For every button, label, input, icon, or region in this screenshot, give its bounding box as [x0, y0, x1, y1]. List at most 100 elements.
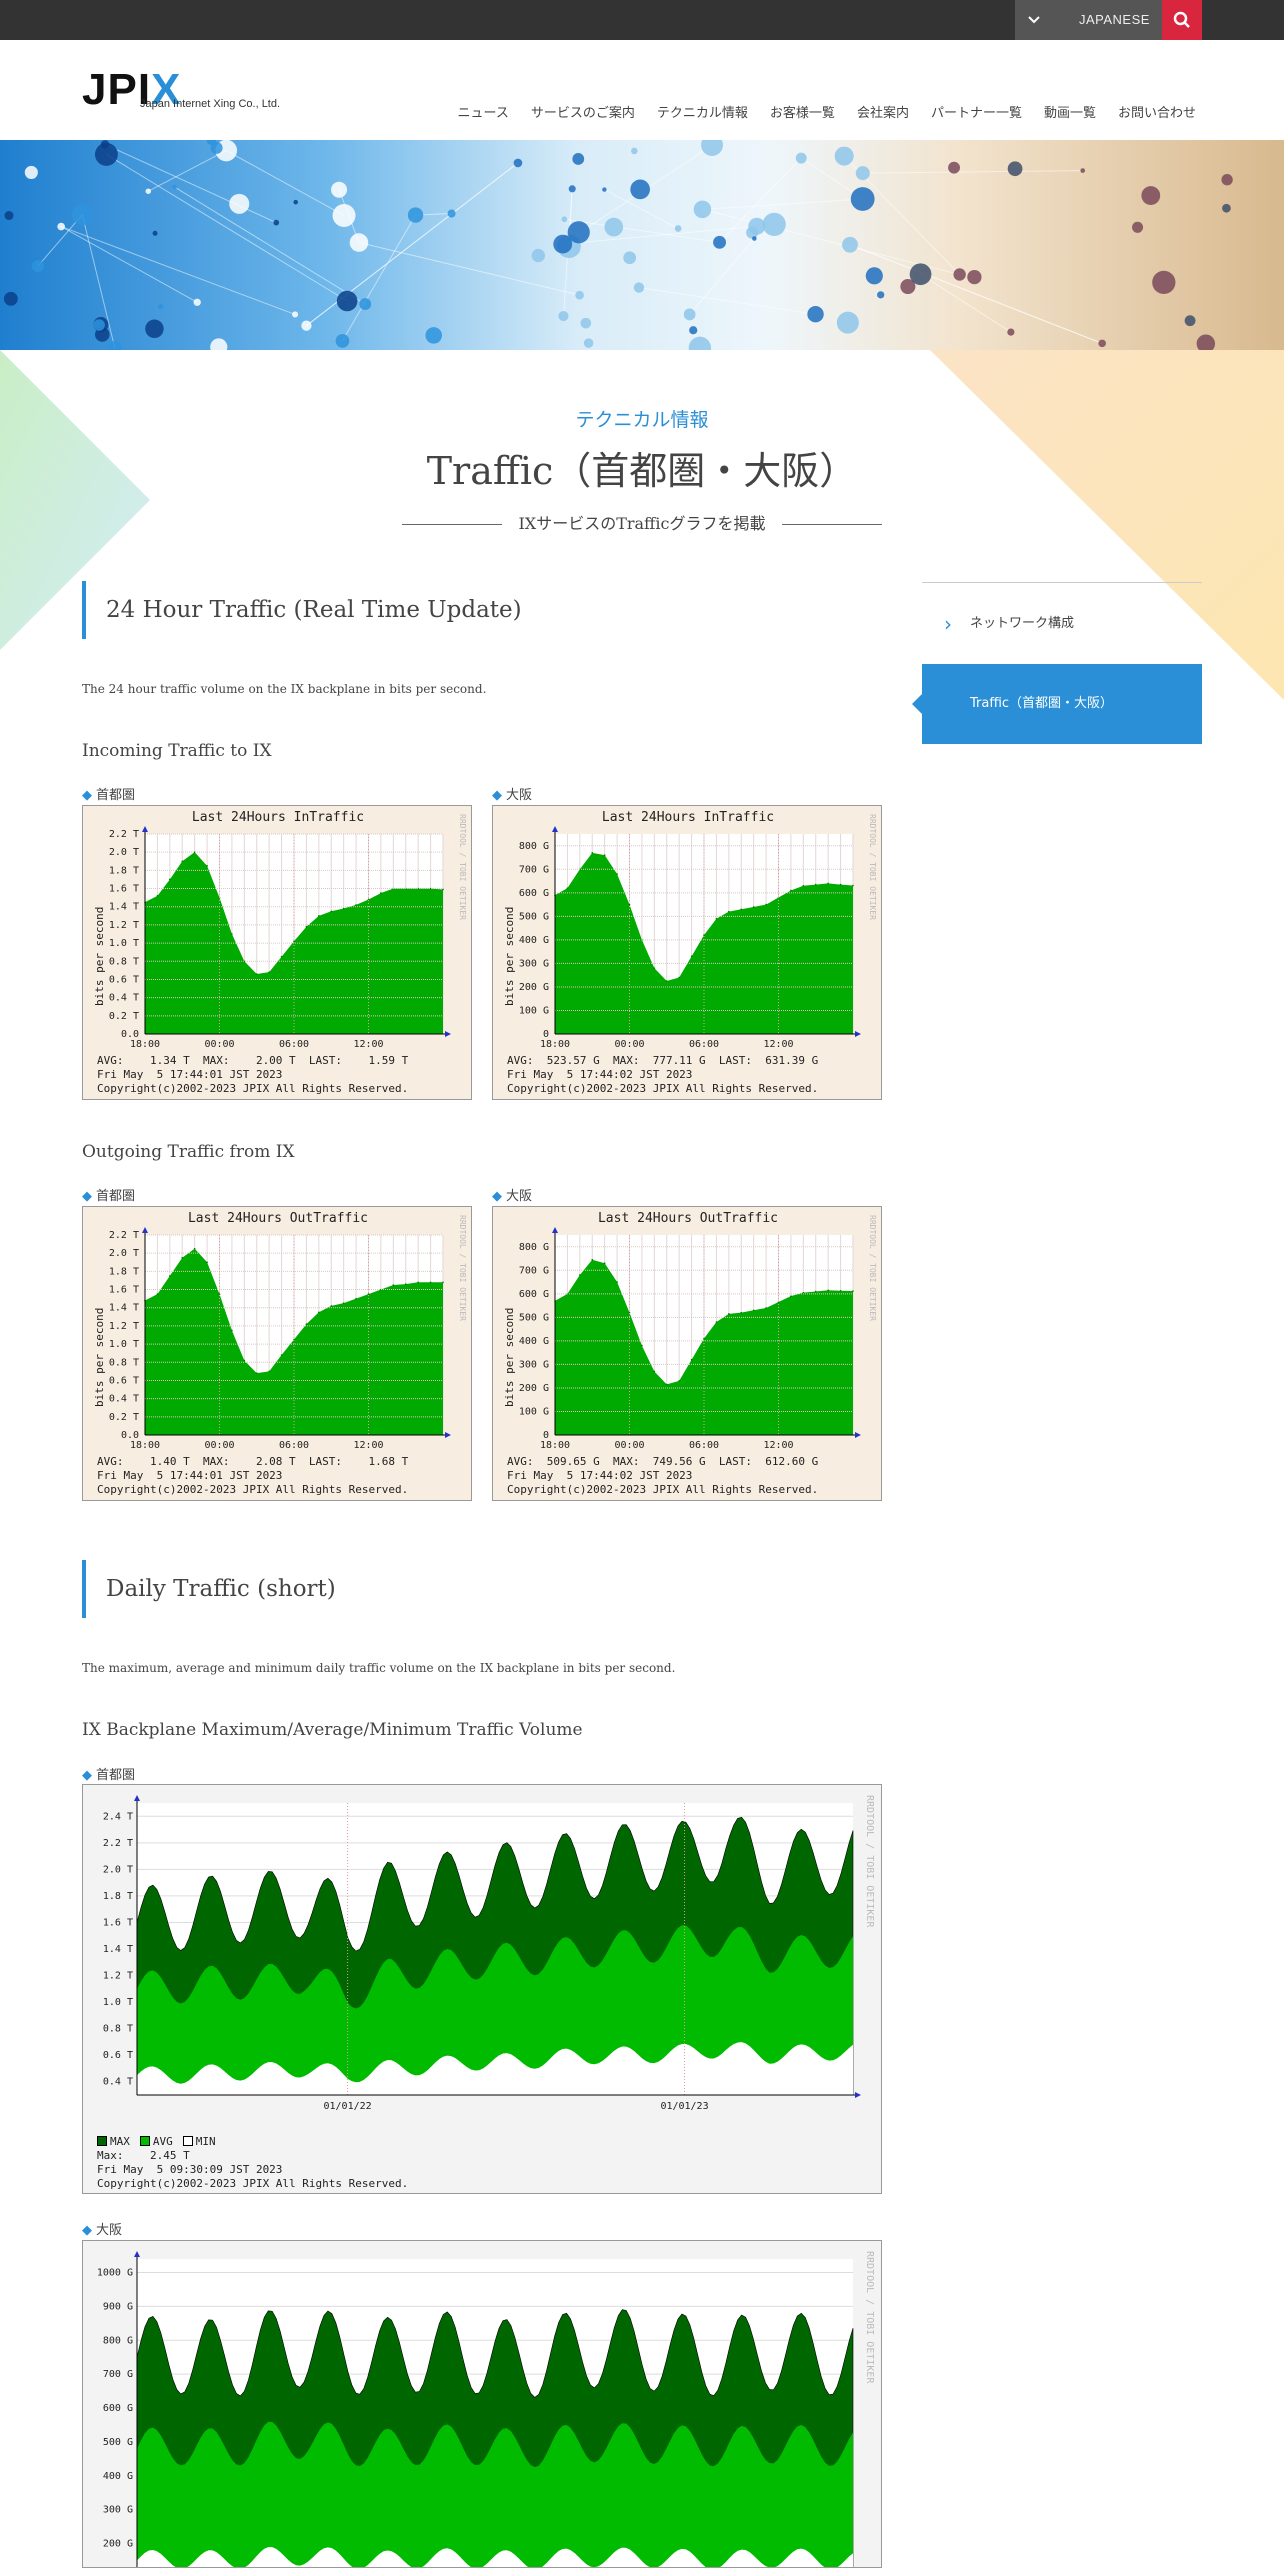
graph-tokyo-out: 0.0 0.2 T 0.4 T 0.6 T 0.8 T 1.0 T 1.2 T 1.4 T 1.… [82, 1206, 472, 1501]
y-tick-label: 100 G [519, 1406, 549, 1417]
hero-node [580, 317, 592, 329]
data-point [752, 1309, 755, 1312]
hero-link [225, 150, 345, 216]
hero-node [909, 263, 932, 286]
chart-stats: AVG: 1.40 T MAX: 2.08 T LAST: 1.68 T [97, 1455, 409, 1468]
data-point [193, 1247, 196, 1250]
nav-services[interactable]: サービスのご案内 [530, 106, 635, 121]
legend-item: MIN [182, 2135, 216, 2148]
hero-node [558, 311, 569, 322]
nav-technical[interactable]: テクニカル情報 [656, 106, 748, 121]
decor-left-triangle [0, 350, 150, 650]
data-point [305, 1323, 308, 1325]
nav-customers[interactable]: お客様一覧 [769, 106, 835, 121]
y-axis-arrow [552, 1227, 558, 1233]
data-point [790, 1295, 792, 1297]
location-label: ◆ 首都圏 [82, 1185, 135, 1204]
y-tick-label: 1.6 T [109, 884, 139, 895]
y-tick-label: 600 G [519, 1289, 549, 1300]
hero-node [158, 303, 164, 310]
hero-node [561, 216, 568, 223]
hero-node [688, 336, 712, 350]
nav-news[interactable]: ニュース [457, 106, 509, 121]
sidebar-item-network[interactable]: › ネットワーク構成 [922, 605, 1202, 643]
y-tick-label: 2.0 T [109, 847, 139, 858]
chart-stats: AVG: 1.34 T MAX: 2.00 T LAST: 1.59 T [97, 1054, 409, 1067]
y-tick-label: 1.6 T [109, 1285, 139, 1296]
y-tick-label: 1.8 T [109, 1266, 139, 1277]
y-axis-arrow [142, 826, 148, 832]
data-point [579, 1274, 581, 1276]
hero-node [746, 226, 759, 239]
hero-node [331, 181, 348, 198]
y-tick-label: 0.8 T [109, 1357, 139, 1368]
chart-svg: 0 100 G 200 G 300 G 400 G 500 G 600 G 700 G 800 … [519, 826, 861, 1050]
data-point [181, 860, 184, 863]
sidebar-item-traffic[interactable]: Traffic（首都圏・大阪） [912, 664, 1202, 744]
series-min-area [137, 2042, 853, 2095]
location-label: ◆ 首都圏 [82, 784, 135, 803]
diamond-icon: ◆ [82, 1189, 92, 1204]
chart-timestamp: Fri May 5 17:44:01 JST 2023 [97, 1068, 283, 1081]
nav-contact[interactable]: お問い合わせ [1117, 106, 1196, 121]
x-axis-arrow [855, 1432, 861, 1438]
hero-node [713, 235, 726, 249]
hero-link [61, 226, 296, 315]
x-tick-label: 18:00 [540, 1440, 570, 1451]
location-text: 大阪 [96, 2223, 123, 2238]
chart-timestamp: Fri May 5 17:44:02 JST 2023 [507, 1068, 693, 1081]
language-label[interactable]: JAPANESE [1053, 0, 1162, 40]
y-tick-label: 2.2 T [109, 829, 139, 840]
chart-title: Last 24Hours OutTraffic [597, 1211, 778, 1226]
language-toggle[interactable] [1015, 0, 1053, 40]
y-axis-label: bits per second [503, 906, 516, 1006]
y-tick-label: 300 G [519, 1359, 549, 1370]
hero-node [335, 334, 350, 348]
hero-node [1098, 339, 1106, 348]
data-point [678, 976, 680, 979]
logo[interactable]: JPI X [82, 65, 181, 114]
hero-node [293, 199, 299, 205]
hero-node [683, 308, 696, 321]
data-point [616, 873, 618, 875]
hero-node [292, 311, 299, 318]
chart-title: Last 24Hours InTraffic [191, 810, 365, 825]
chart-title: Last 24Hours OutTraffic [187, 1211, 368, 1226]
y-tick-label: 0.2 T [109, 1412, 139, 1423]
search-button[interactable] [1162, 0, 1202, 40]
data-point [852, 884, 854, 887]
y-axis-arrow [134, 2251, 140, 2257]
hero-node [948, 161, 961, 174]
graph-tokyo-in: 0.0 0.2 T 0.4 T 0.6 T 0.8 T 1.0 T 1.2 T 1.4 T 1.… [82, 805, 472, 1100]
y-tick-label: 0.4 T [109, 993, 139, 1004]
hero-node [674, 225, 682, 232]
y-tick-label: 2.0 T [109, 1248, 139, 1259]
hero-link [800, 157, 863, 200]
nav-partners[interactable]: パートナー一覧 [930, 106, 1022, 121]
hero-node [855, 166, 870, 181]
chart-stats: AVG: 509.65 G MAX: 749.56 G LAST: 612.60… [507, 1455, 819, 1468]
data-point [765, 903, 767, 906]
hero-node [633, 282, 645, 293]
data-point [367, 1293, 370, 1295]
x-axis-arrow [855, 2092, 861, 2098]
hero-node [513, 158, 523, 168]
chart-svg: 0.0 0.2 T 0.4 T 0.6 T 0.8 T 1.0 T 1.2 T 1.4 T 1.… [109, 826, 451, 1050]
y-tick-label: 600 G [103, 2403, 133, 2414]
y-axis-label: bits per second [93, 1307, 106, 1407]
nav-company[interactable]: 会社案内 [856, 106, 909, 121]
nav-videos[interactable]: 動画一覧 [1043, 106, 1096, 121]
section-description-24h: The 24 hour traffic volume on the IX bac… [82, 682, 487, 696]
hero-node [865, 267, 883, 285]
hero-node [701, 140, 723, 156]
page-subtitle: IXサービスのTrafficグラフを掲載 [0, 510, 1284, 534]
incoming-heading: Incoming Traffic to IX [82, 741, 272, 761]
diamond-icon: ◆ [492, 1189, 502, 1204]
hero-node [210, 338, 228, 350]
hero-node [31, 259, 45, 273]
data-point [591, 852, 594, 854]
logo-x: X [151, 65, 182, 114]
data-point [280, 955, 283, 958]
diamond-icon: ◆ [82, 1768, 92, 1783]
data-point [839, 1289, 842, 1292]
